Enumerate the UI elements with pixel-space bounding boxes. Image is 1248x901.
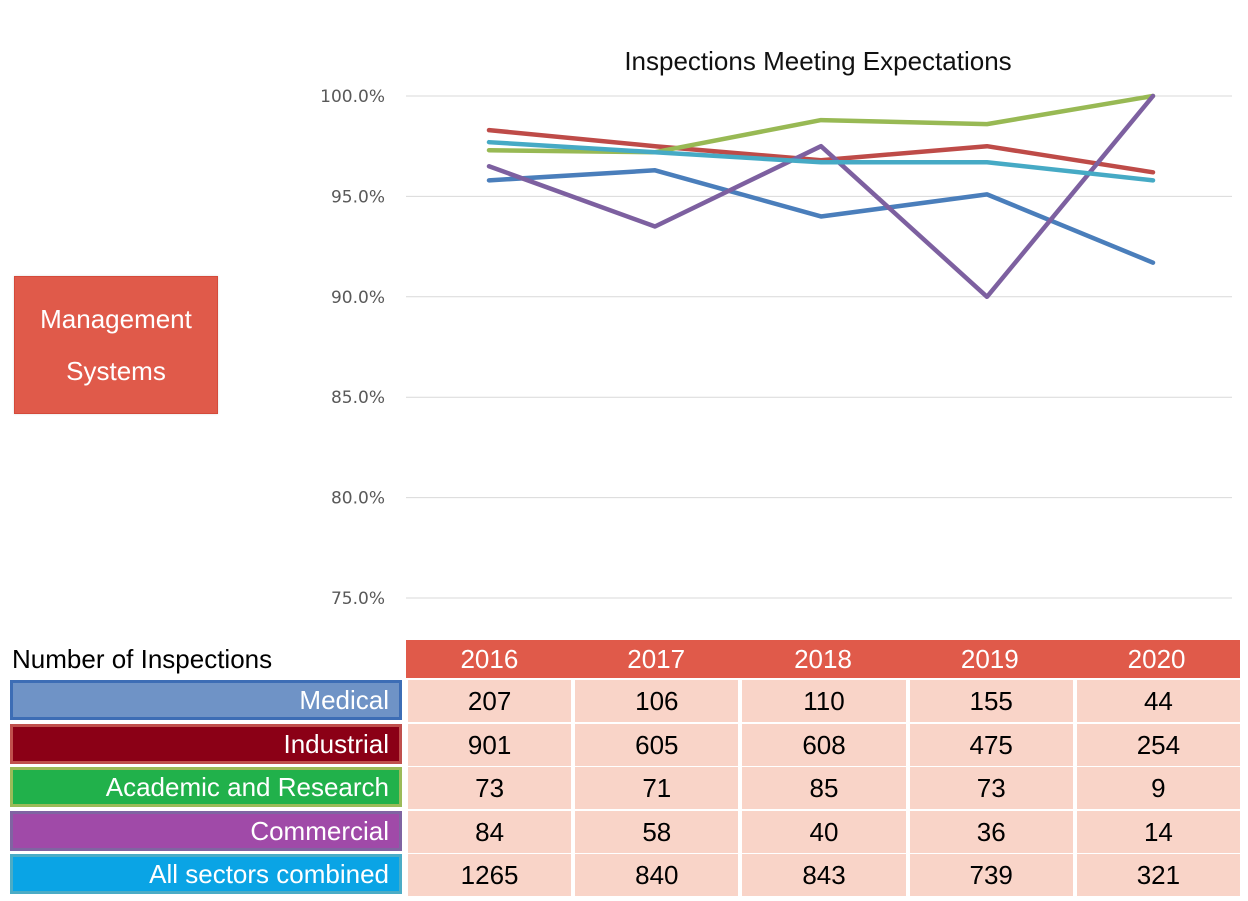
table-cell: 254 bbox=[1076, 723, 1241, 766]
row-label-all-sectors: All sectors combined bbox=[10, 854, 402, 894]
table-cell: 901 bbox=[408, 723, 572, 766]
table-cell: 739 bbox=[909, 854, 1073, 896]
table-cell: 36 bbox=[909, 810, 1073, 853]
y-tick-label: 75.0% bbox=[331, 589, 385, 609]
year-header-cell: 2016 bbox=[460, 644, 519, 674]
table-cell: 608 bbox=[742, 723, 906, 766]
table-cell: 73 bbox=[408, 767, 572, 809]
chart-title: Inspections Meeting Expectations bbox=[624, 46, 1011, 76]
row-label-industrial: Industrial bbox=[10, 723, 402, 764]
table-cell: 40 bbox=[742, 810, 906, 853]
table-cell: 155 bbox=[909, 680, 1073, 722]
y-tick-label: 90.0% bbox=[331, 288, 385, 308]
table-cell: 44 bbox=[1076, 680, 1241, 722]
badge-label: Management Systems bbox=[40, 304, 192, 386]
y-tick-label: 85.0% bbox=[331, 388, 385, 408]
series-lines bbox=[486, 93, 1156, 300]
table-row-commercial: Commercial 84 58 40 36 14 bbox=[10, 810, 1241, 853]
table-cell: 605 bbox=[575, 723, 739, 766]
year-header-cell: 2020 bbox=[1127, 644, 1186, 674]
row-label-academic: Academic and Research bbox=[10, 767, 402, 807]
series-line-academic bbox=[486, 93, 1156, 155]
table-cell: 843 bbox=[742, 854, 906, 896]
table-row-medical: Medical 207 106 110 155 44 bbox=[10, 680, 1241, 722]
y-axis-ticks: 100.0% 95.0% 90.0% 85.0% 80.0% 75.0% bbox=[320, 87, 385, 609]
series-line-all bbox=[486, 139, 1156, 183]
year-header-row: 2016 2017 2018 2019 2020 bbox=[406, 640, 1240, 678]
table-cell: 85 bbox=[742, 767, 906, 809]
grid-lines bbox=[406, 95, 1232, 599]
table-cell: 207 bbox=[408, 680, 572, 722]
table-cell: 9 bbox=[1076, 767, 1241, 809]
y-tick-label: 80.0% bbox=[331, 489, 385, 509]
table-row-academic: Academic and Research 73 71 85 73 9 bbox=[10, 767, 1241, 809]
year-header-cell: 2019 bbox=[960, 644, 1019, 674]
table-cell: 71 bbox=[575, 767, 739, 809]
series-line-commercial bbox=[486, 93, 1156, 300]
table-cell: 73 bbox=[909, 767, 1073, 809]
y-tick-label: 100.0% bbox=[320, 87, 385, 107]
table-row-industrial: Industrial 901 605 608 475 254 bbox=[10, 723, 1241, 766]
table-cell: 321 bbox=[1076, 854, 1241, 896]
series-line-medical bbox=[486, 168, 1156, 265]
table-cell: 1265 bbox=[408, 854, 572, 896]
table-cell: 14 bbox=[1076, 810, 1241, 853]
line-chart: Inspections Meeting Expectations 100.0% 9… bbox=[320, 46, 1232, 609]
y-tick-label: 95.0% bbox=[331, 187, 385, 207]
table-cell: 106 bbox=[575, 680, 739, 722]
row-label-medical: Medical bbox=[10, 680, 402, 720]
table-cell: 110 bbox=[742, 680, 906, 722]
table-cell: 475 bbox=[909, 723, 1073, 766]
table-row-all-sectors: All sectors combined 1265 840 843 739 32… bbox=[10, 854, 1241, 896]
table-cell: 840 bbox=[575, 854, 739, 896]
table-title: Number of Inspections bbox=[12, 644, 273, 674]
table-cell: 84 bbox=[408, 810, 572, 853]
table-cell: 58 bbox=[575, 810, 739, 853]
row-label-commercial: Commercial bbox=[10, 810, 402, 851]
management-systems-badge: Management Systems bbox=[14, 276, 218, 414]
inspections-table: Medical 207 106 110 155 44 Industrial 90… bbox=[10, 680, 1241, 898]
year-header-cell: 2017 bbox=[627, 644, 686, 674]
year-header-cell: 2018 bbox=[794, 644, 852, 674]
